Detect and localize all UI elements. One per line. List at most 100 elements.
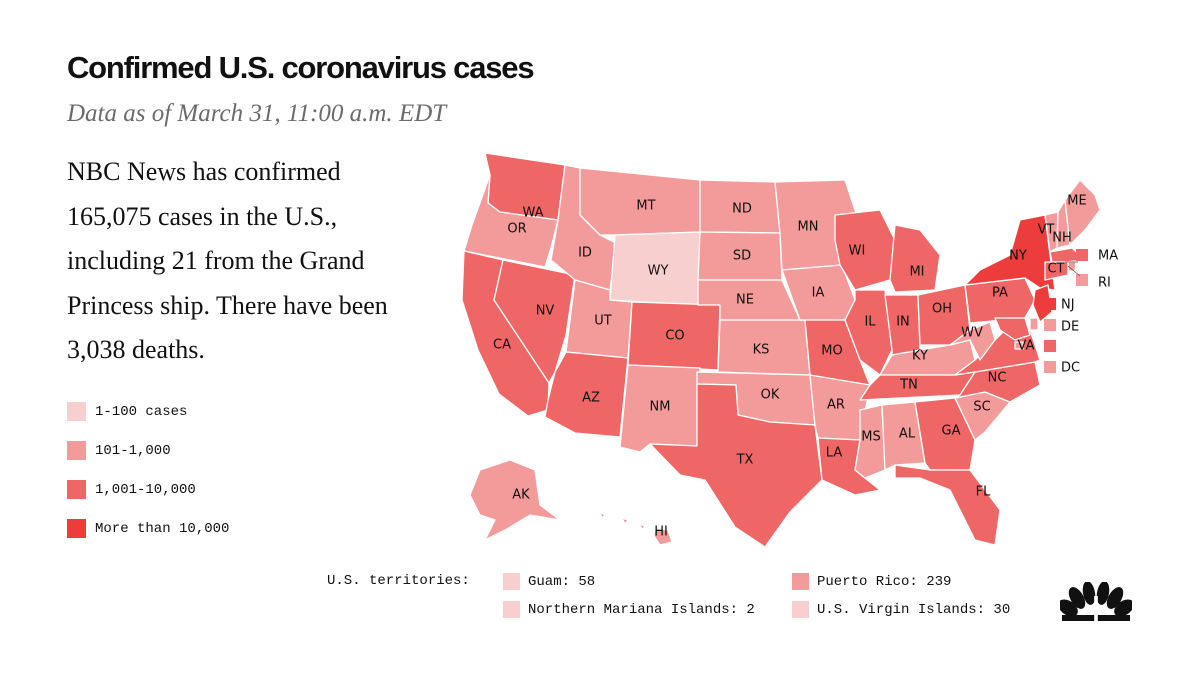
state-label-pa: PA: [992, 286, 1008, 301]
state-label-sc: SC: [973, 400, 990, 415]
state-label-nh: NH: [1052, 231, 1072, 246]
state-label-ky: KY: [912, 349, 928, 364]
state-label-ia: IA: [812, 286, 825, 301]
callout-swatch-nj: [1044, 298, 1056, 310]
state-mi: [889, 224, 941, 293]
state-label-ny: NY: [1009, 249, 1027, 264]
page-subtitle: Data as of March 31, 11:00 a.m. EDT: [67, 100, 447, 127]
state-fl: [894, 464, 1001, 546]
legend-label: More than 10,000: [95, 520, 230, 537]
state-de: [1029, 317, 1039, 331]
territory-label: U.S. Virgin Islands: 30: [817, 601, 1011, 618]
leader-line: [1067, 265, 1081, 277]
state-md: [994, 317, 1031, 341]
state-label-nc: NC: [988, 371, 1007, 386]
state-ct: [1044, 261, 1069, 281]
page-title: Confirmed U.S. coronavirus cases: [67, 50, 535, 85]
legend: 1-100 cases 101-1,000 1,001-10,000 More …: [67, 392, 229, 548]
territory-label: Puerto Rico: 239: [817, 573, 952, 590]
callout-swatch-md: [1044, 340, 1056, 352]
state-me: [1064, 179, 1101, 246]
territory-puerto-rico: Puerto Rico: 239: [792, 573, 951, 590]
state-label-de: DE: [1061, 320, 1079, 335]
state-label-nd: ND: [732, 202, 752, 217]
territory-us-virgin-islands: U.S. Virgin Islands: 30: [792, 601, 1010, 618]
territory-guam: Guam: 58: [503, 573, 595, 590]
state-ak: [469, 459, 561, 541]
territory-swatch: [792, 601, 809, 618]
state-label-ak: AK: [512, 488, 530, 503]
state-label-nv: NV: [536, 304, 555, 319]
state-label-vt: VT: [1038, 223, 1055, 238]
state-label-ca: CA: [493, 338, 511, 353]
state-label-ks: KS: [753, 343, 770, 358]
state-label-wi: WI: [849, 244, 866, 259]
state-label-mo: MO: [821, 344, 842, 359]
legend-swatch: [67, 402, 86, 421]
state-label-il: IL: [864, 315, 876, 330]
territory-swatch: [503, 601, 520, 618]
legend-swatch: [67, 480, 86, 499]
state-label-ms: MS: [861, 430, 880, 445]
state-label-ar: AR: [827, 398, 845, 413]
state-label-ct: CT: [1047, 262, 1064, 277]
callout-swatch-dc: [1044, 361, 1056, 373]
state-label-mt: MT: [636, 199, 655, 214]
state-label-fl: FL: [976, 485, 991, 500]
state-label-ut: UT: [594, 314, 612, 329]
state-az: [544, 351, 629, 438]
state-label-ri: RI: [1098, 276, 1111, 291]
state-hi: [599, 511, 673, 546]
state-al: [881, 401, 926, 471]
state-label-in: IN: [896, 315, 910, 330]
state-label-wv: WV: [961, 326, 983, 341]
state-label-oh: OH: [932, 302, 952, 317]
legend-swatch: [67, 441, 86, 460]
territory-northern-mariana-islands: Northern Mariana Islands: 2: [503, 601, 755, 618]
state-label-wa: WA: [522, 206, 543, 221]
callout-swatch-ri: [1076, 274, 1088, 286]
state-or: [463, 174, 559, 268]
callout-swatch-ma: [1076, 249, 1088, 261]
state-label-ga: GA: [942, 424, 961, 439]
state-label-hi: HI: [654, 525, 668, 540]
state-label-sd: SD: [733, 249, 751, 264]
state-label-or: OR: [507, 222, 526, 237]
state-label-tx: TX: [736, 453, 754, 468]
state-wi: [834, 209, 896, 291]
legend-item-tier4: More than 10,000: [67, 509, 229, 548]
state-label-co: CO: [665, 329, 684, 344]
legend-item-tier1: 1-100 cases: [67, 392, 229, 431]
state-label-wy: WY: [648, 264, 669, 279]
legend-item-tier3: 1,001-10,000: [67, 470, 229, 509]
peacock-logo-icon: [1058, 581, 1134, 627]
state-wv: [949, 321, 996, 361]
state-label-va: VA: [1018, 339, 1035, 354]
legend-swatch: [67, 519, 86, 538]
territory-label: Guam: 58: [528, 573, 596, 590]
summary-text: NBC News has confirmed 165,075 cases in …: [67, 157, 388, 364]
legend-label: 1-100 cases: [95, 403, 188, 420]
legend-label: 101-1,000: [95, 442, 171, 459]
state-label-ne: NE: [736, 293, 754, 308]
legend-item-tier2: 101-1,000: [67, 431, 229, 470]
state-label-az: AZ: [582, 391, 600, 406]
state-label-mi: MI: [909, 265, 924, 280]
state-label-tn: TN: [899, 378, 918, 393]
state-nj: [1032, 284, 1053, 323]
state-label-mn: MN: [798, 220, 819, 235]
state-label-la: LA: [826, 446, 843, 461]
state-label-me: ME: [1067, 194, 1086, 209]
territory-swatch: [792, 573, 809, 590]
state-label-id: ID: [578, 246, 592, 261]
territories-title: U.S. territories:: [327, 573, 470, 589]
territory-label: Northern Mariana Islands: 2: [528, 601, 755, 618]
state-label-nj: NJ: [1061, 298, 1075, 313]
state-label-ok: OK: [761, 388, 780, 403]
state-tx: [649, 383, 823, 548]
state-label-ma: MA: [1098, 249, 1118, 264]
state-label-nm: NM: [650, 400, 671, 415]
legend-label: 1,001-10,000: [95, 481, 196, 498]
state-label-dc: DC: [1061, 361, 1080, 376]
